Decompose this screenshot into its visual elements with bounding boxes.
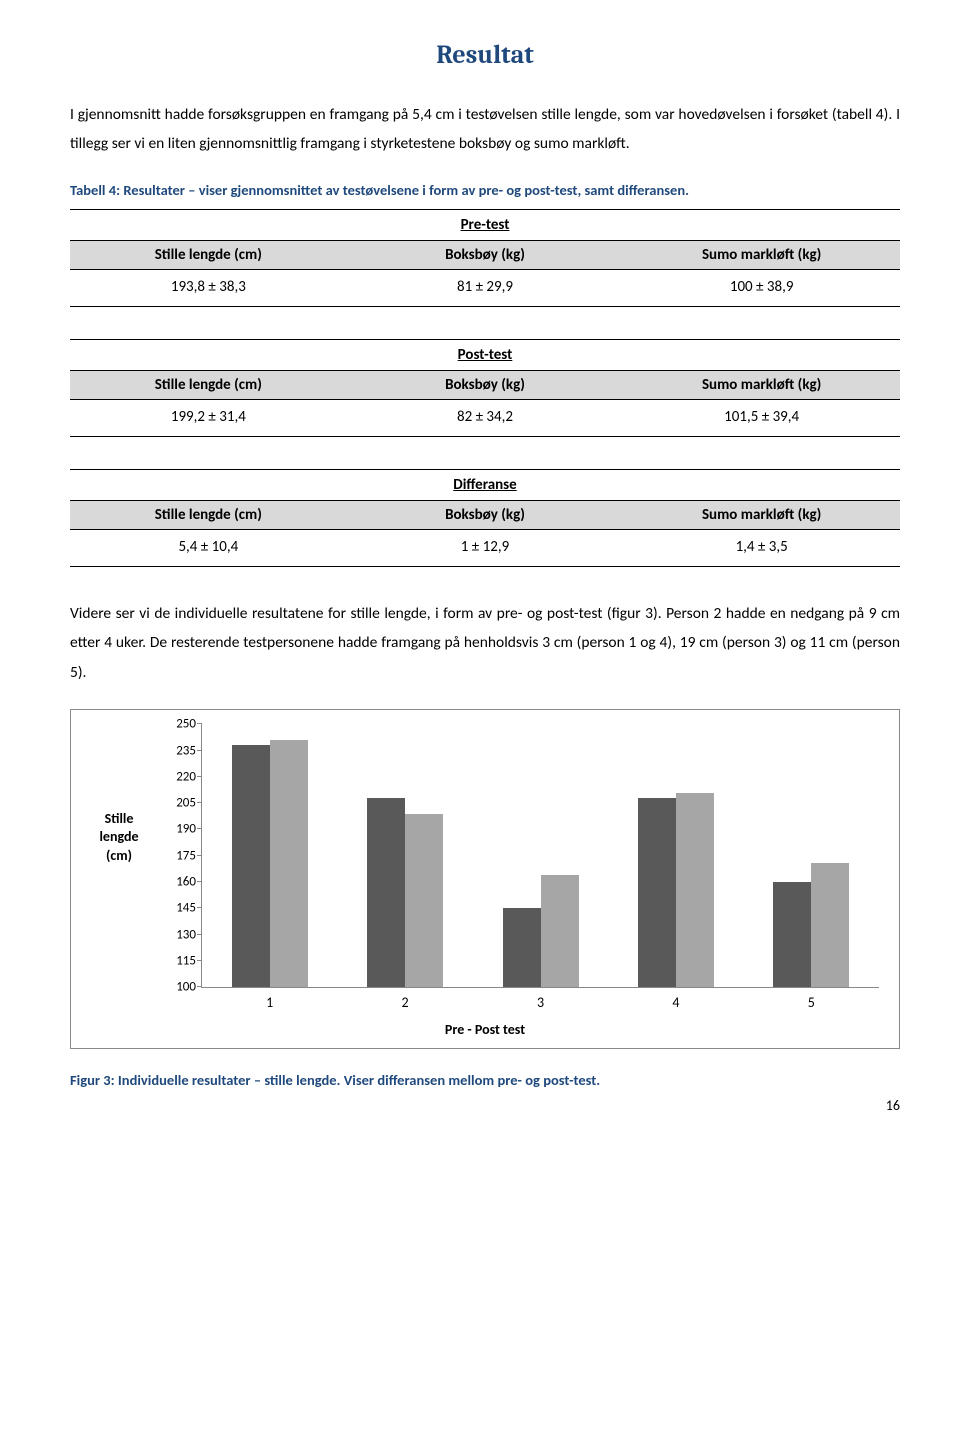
col-header: Sumo markløft (kg) — [623, 500, 900, 529]
y-tick-label: 190 — [152, 822, 196, 837]
x-tick-label: 5 — [791, 994, 831, 1011]
bar — [367, 798, 405, 987]
y-axis-label: Stille lengde (cm) — [89, 810, 149, 865]
col-header: Boksbøy (kg) — [347, 500, 624, 529]
bar — [773, 882, 811, 987]
bar-group — [773, 863, 849, 987]
col-header: Boksbøy (kg) — [347, 240, 624, 269]
cell: 100 ± 38,9 — [623, 269, 900, 306]
section-title: Pre-test — [70, 209, 900, 240]
y-tick-label: 205 — [152, 796, 196, 811]
y-tick-label: 100 — [152, 980, 196, 995]
section-title: Post-test — [70, 339, 900, 370]
bar-group — [638, 793, 714, 988]
bar — [405, 814, 443, 988]
col-header: Stille lengde (cm) — [70, 240, 347, 269]
cell: 81 ± 29,9 — [347, 269, 624, 306]
y-tick-label: 235 — [152, 743, 196, 758]
col-header: Stille lengde (cm) — [70, 370, 347, 399]
results-table-posttest: Post-test Stille lengde (cm) Boksbøy (kg… — [70, 339, 900, 437]
bar-group — [367, 798, 443, 987]
x-tick-label: 3 — [521, 994, 561, 1011]
cell: 199,2 ± 31,4 — [70, 399, 347, 436]
page-title: Resultat — [70, 40, 900, 70]
col-header: Sumo markløft (kg) — [623, 370, 900, 399]
cell: 101,5 ± 39,4 — [623, 399, 900, 436]
intro-paragraph: I gjennomsnitt hadde forsøksgruppen en f… — [70, 100, 900, 159]
bar — [270, 740, 308, 987]
x-tick-label: 2 — [385, 994, 425, 1011]
col-header: Sumo markløft (kg) — [623, 240, 900, 269]
bar — [503, 908, 541, 987]
x-tick-label: 1 — [250, 994, 290, 1011]
cell: 82 ± 34,2 — [347, 399, 624, 436]
figure-caption: Figur 3: Individuelle resultater – still… — [70, 1071, 900, 1089]
results-table-diff: Differanse Stille lengde (cm) Boksbøy (k… — [70, 469, 900, 567]
col-header: Boksbøy (kg) — [347, 370, 624, 399]
bar-group — [503, 875, 579, 987]
bar — [676, 793, 714, 988]
x-axis-label: Pre - Post test — [71, 1021, 899, 1038]
y-tick-label: 220 — [152, 769, 196, 784]
cell: 5,4 ± 10,4 — [70, 529, 347, 566]
y-tick-label: 130 — [152, 927, 196, 942]
bar-chart: Stille lengde (cm) 100115130145160175190… — [70, 709, 900, 1049]
y-tick-label: 160 — [152, 875, 196, 890]
cell: 193,8 ± 38,3 — [70, 269, 347, 306]
cell: 1 ± 12,9 — [347, 529, 624, 566]
bar — [638, 798, 676, 987]
bar-group — [232, 740, 308, 987]
bar — [541, 875, 579, 987]
section-title: Differanse — [70, 469, 900, 500]
y-tick-label: 175 — [152, 848, 196, 863]
bar — [811, 863, 849, 987]
page-number: 16 — [70, 1097, 900, 1114]
y-tick-label: 250 — [152, 717, 196, 732]
results-paragraph: Videre ser vi de individuelle resultaten… — [70, 599, 900, 687]
y-tick-label: 145 — [152, 901, 196, 916]
y-tick-label: 115 — [152, 953, 196, 968]
table-caption: Tabell 4: Resultater – viser gjennomsnit… — [70, 181, 900, 199]
results-table-pretest: Pre-test Stille lengde (cm) Boksbøy (kg)… — [70, 209, 900, 307]
bar — [232, 745, 270, 987]
col-header: Stille lengde (cm) — [70, 500, 347, 529]
x-tick-label: 4 — [656, 994, 696, 1011]
cell: 1,4 ± 3,5 — [623, 529, 900, 566]
